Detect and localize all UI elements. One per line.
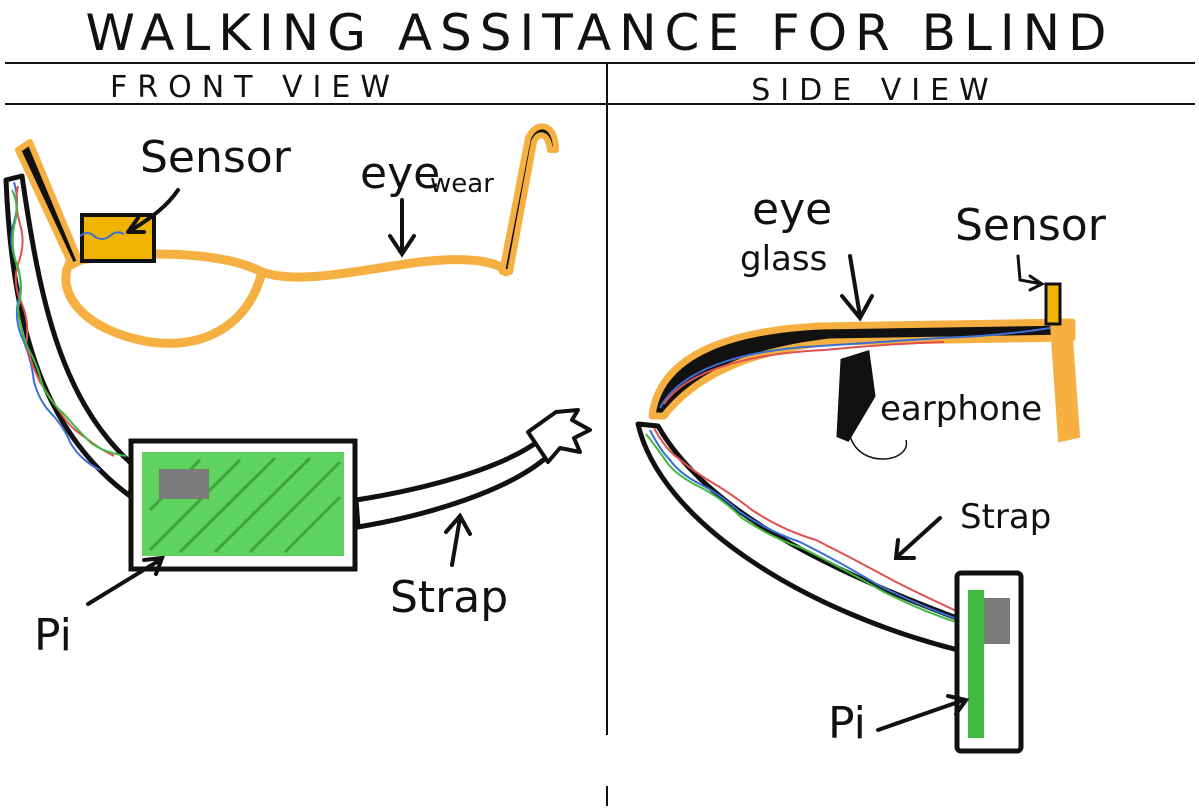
side-wire-blue-strap <box>649 429 961 621</box>
side-strap <box>635 421 965 653</box>
side-earphone-label: earphone <box>880 389 1042 429</box>
side-eyeglass-temple <box>1049 322 1081 443</box>
side-sensor-label: Sensor <box>955 200 1107 251</box>
front-wire-green <box>11 189 127 457</box>
front-sensor-label: Sensor <box>140 132 292 183</box>
side-sensor-arrow <box>1016 254 1045 292</box>
front-eyewear-arrow <box>388 198 416 258</box>
page-title: WALKING ASSITANCE FOR BLIND <box>86 4 1115 62</box>
front-view-heading: FRONT VIEW <box>110 70 400 105</box>
front-view-diagram: Sensor eye wear Strap Pi <box>3 123 592 661</box>
side-wire-green-strap <box>645 433 963 625</box>
front-sensor-arrow <box>126 188 180 234</box>
side-pi-arrow <box>876 694 970 732</box>
front-eyewear-label-wear: wear <box>430 169 494 199</box>
side-view-heading: SIDE VIEW <box>751 73 998 108</box>
side-earphone-cord <box>849 435 908 460</box>
side-eyeglass-label-eye: eye <box>752 184 832 235</box>
front-eyewear-label-eye: eye <box>360 148 440 199</box>
side-eyeglass-arrow <box>840 254 874 322</box>
front-pi-arrow <box>86 555 166 606</box>
side-wire-red-frame <box>663 341 945 405</box>
front-pi-label: Pi <box>34 610 72 661</box>
front-eyewear-right-arm <box>499 123 559 275</box>
front-pi-chip <box>159 469 209 499</box>
side-eyeglass-frame <box>648 318 1076 420</box>
side-pi-label: Pi <box>828 698 866 749</box>
side-pi-board-pcb <box>968 590 984 738</box>
side-earphone <box>836 350 876 442</box>
side-view-diagram: Sensor eye glass earphone Strap Pi <box>635 184 1107 754</box>
side-pi-chip <box>984 598 1010 644</box>
side-sensor-box <box>1044 282 1062 326</box>
front-strap-buckle <box>526 408 592 464</box>
front-wire-to-sensor <box>79 231 125 240</box>
front-right-strap <box>353 437 551 530</box>
front-pi-board-pcb <box>142 452 344 556</box>
side-strap-label: Strap <box>960 497 1051 537</box>
side-wire-red-strap <box>653 427 973 619</box>
front-eyewear-lens <box>61 249 511 348</box>
front-wire-blue <box>10 181 101 471</box>
front-strap-arrow <box>444 512 472 567</box>
side-eyeglass-label-glass: glass <box>740 239 827 279</box>
front-strap-label: Strap <box>390 572 508 623</box>
side-wire-blue-frame <box>659 327 1051 409</box>
side-strap-arrow <box>893 516 942 560</box>
